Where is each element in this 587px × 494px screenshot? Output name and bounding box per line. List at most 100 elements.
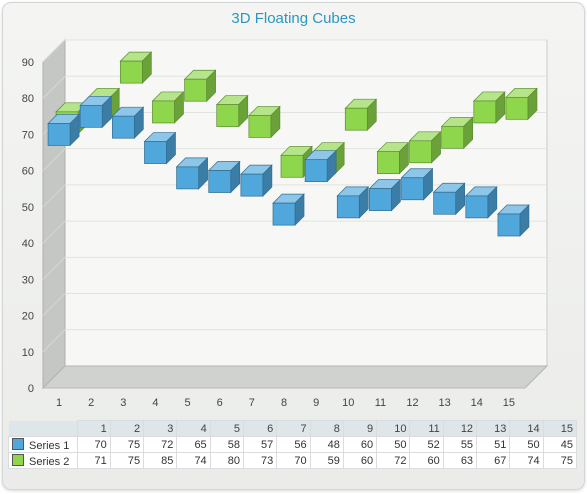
gridline-left (42, 329, 66, 353)
table-cell: 52 (409, 436, 444, 453)
data-table: 1 2 3 4 5 6 7 8 9 10 11 12 13 14 15 Series 1 70 75 72 65 58 5… (8, 420, 577, 469)
table-cell: 60 (342, 452, 378, 469)
table-cell: 60 (409, 452, 444, 469)
table-header-cell: 9 (342, 420, 378, 437)
series-label: Series 1 (8, 436, 78, 453)
table-cell: 63 (442, 452, 478, 469)
series2-cube (280, 154, 304, 178)
series1-cube (401, 177, 424, 201)
table-cell: 60 (342, 436, 378, 453)
table-cell: 50 (509, 436, 544, 453)
series2-cube (409, 140, 432, 164)
x-tick-label: 13 (439, 397, 451, 409)
table-cell: 70 (276, 452, 311, 469)
y-tick-label: 60 (22, 166, 34, 178)
table-header-cell: 11 (409, 420, 444, 437)
table-cell: 85 (143, 452, 178, 469)
series1-cube (465, 195, 489, 219)
series1-cube (304, 159, 328, 183)
series1-cube (47, 123, 71, 146)
table-cell: 45 (542, 436, 577, 453)
series1-cube (208, 170, 232, 193)
table-cell: 73 (242, 452, 278, 469)
table-cell: 70 (76, 436, 111, 453)
x-tick-label: 3 (120, 397, 126, 409)
x-tick-label: 2 (88, 397, 94, 409)
series1-cube (176, 166, 199, 190)
x-tick-label: 10 (342, 397, 354, 409)
table-corner (8, 420, 77, 437)
x-tick-label: 1 (56, 397, 62, 409)
table-header-cell: 6 (242, 420, 278, 437)
y-tick-label: 10 (22, 347, 34, 359)
series2-cube (184, 78, 207, 102)
series2-cube (152, 100, 175, 124)
table-cell: 80 (209, 452, 244, 469)
x-tick-label: 14 (471, 397, 483, 409)
table-cell: 72 (143, 436, 178, 453)
y-tick-label: 90 (22, 57, 34, 69)
gridline-left (42, 184, 66, 208)
series2-cube (344, 107, 368, 131)
x-tick-label: 12 (406, 397, 418, 409)
y-tick-label: 20 (22, 311, 34, 323)
series-label: Series 2 (8, 452, 78, 469)
series1-cube (336, 195, 360, 219)
x-tick-label: 6 (217, 397, 223, 409)
y-tick-label: 30 (22, 274, 34, 286)
chart-title: 3D Floating Cubes (231, 10, 356, 27)
table-cell: 65 (176, 436, 211, 453)
y-tick-label: 40 (22, 238, 34, 250)
table-cell: 59 (309, 452, 344, 469)
series2-cube (119, 60, 143, 84)
x-tick-label: 9 (313, 397, 319, 409)
series2-cube (377, 151, 400, 175)
table-row: Series 1 70 75 72 65 58 57 56 48 60 50 52 55 51 50 45 (8, 436, 577, 453)
floor (41, 365, 549, 389)
y-tick-label: 80 (22, 93, 34, 105)
x-tick-label: 4 (152, 397, 158, 409)
series1-cube (144, 141, 167, 164)
table-cell: 75 (109, 452, 145, 469)
y-tick-label: 70 (22, 129, 34, 141)
table-cell: 74 (176, 452, 211, 469)
series1-cube (497, 213, 521, 237)
x-tick-label: 15 (503, 397, 515, 409)
series2-cube (216, 104, 240, 127)
legend-swatch (12, 437, 24, 450)
gridline-left (42, 220, 66, 244)
series1-cube (433, 191, 457, 215)
table-header-cell: 2 (109, 420, 145, 437)
table-cell: 75 (109, 436, 145, 453)
table-cell: 50 (376, 436, 411, 453)
table-cell: 67 (476, 452, 511, 469)
table-cell: 74 (509, 452, 544, 469)
table-cell: 56 (276, 436, 311, 453)
table-cell: 57 (242, 436, 278, 453)
series2-cube (248, 115, 272, 138)
y-tick-label: 0 (28, 383, 34, 395)
series2-cube (473, 100, 497, 124)
x-tick-label: 8 (281, 397, 287, 409)
series2-cube (441, 125, 465, 149)
y-tick-label: 50 (22, 202, 34, 214)
table-header-cell: 15 (542, 420, 577, 437)
series1-cube (240, 173, 264, 197)
gridline-left (42, 293, 66, 316)
table-header-cell: 4 (176, 420, 211, 437)
table-header-row: 1 2 3 4 5 6 7 8 9 10 11 12 13 14 15 (8, 420, 577, 437)
legend-swatch (12, 453, 24, 466)
table-header-cell: 5 (209, 420, 244, 437)
table-row: Series 2 71 75 85 74 80 73 70 59 60 72 60 63 67 74 75 (8, 452, 577, 469)
series1-cube (369, 188, 392, 211)
gridline-left (42, 256, 66, 280)
x-tick-label: 7 (249, 397, 255, 409)
table-header-cell: 10 (376, 420, 411, 437)
table-cell: 58 (209, 436, 244, 453)
table-cell: 48 (309, 436, 344, 453)
table-header-cell: 7 (276, 420, 311, 437)
left-wall (42, 38, 66, 390)
table-cell: 55 (442, 436, 478, 453)
series1-cube (79, 104, 103, 128)
table-cell: 51 (476, 436, 511, 453)
